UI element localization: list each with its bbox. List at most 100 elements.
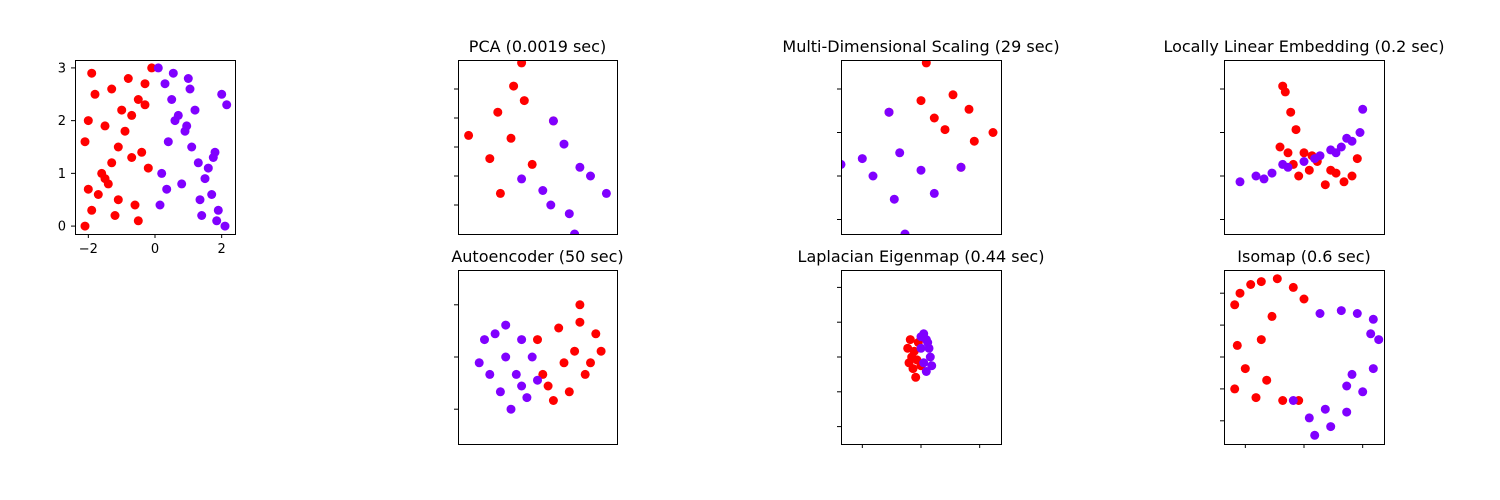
point-purple [207,190,217,199]
point-red [83,184,93,194]
point-red [120,126,130,136]
point-red [140,100,150,110]
point-purple [501,352,511,362]
point-red [485,154,495,164]
point-purple [559,139,569,149]
point-purple [187,142,197,152]
point-red [1304,165,1314,175]
point-red [1262,375,1272,385]
point-red [929,113,939,123]
point-red [133,95,143,104]
point-red [1246,280,1256,289]
point-red [1230,384,1240,394]
point-purple [916,343,926,353]
point-purple [495,387,505,397]
point-purple [1278,159,1288,169]
point-purple [1235,177,1245,187]
point-red [113,195,123,205]
point-red [1291,125,1301,135]
point-red [1288,282,1298,292]
point-purple [490,329,500,339]
point-purple [217,89,227,99]
point-purple [1336,142,1346,152]
point-red [911,372,921,382]
point-red [1267,311,1277,321]
point-purple [1310,430,1320,440]
point-purple [916,165,926,175]
point-red [905,335,915,345]
point-red [140,79,150,89]
point-purple [153,63,163,73]
point-red [559,358,569,368]
axes-frame [75,60,236,235]
point-red [117,105,127,115]
point-purple [190,105,200,115]
point-purple [1347,369,1357,379]
x-tick-label: 0 [151,242,159,257]
point-purple [200,174,210,184]
point-red [548,396,558,405]
point-purple [919,358,929,368]
point-purple [601,188,611,198]
point-red [586,358,595,368]
axes-frame [1224,60,1385,235]
point-red [575,317,585,327]
point-red [1240,364,1250,374]
point-red [575,300,585,310]
point-purple [517,335,527,345]
point-purple [197,211,207,220]
point-red [921,60,931,68]
y-tick-label: 0 [58,220,66,235]
point-red [1331,168,1341,178]
scatter-points [903,329,937,382]
point-red [904,358,914,368]
point-purple [480,335,489,345]
point-red [543,381,553,391]
point-purple [1366,329,1376,339]
point-red [127,110,137,120]
point-purple [1336,306,1346,316]
point-purple [575,162,585,172]
point-purple [162,184,172,194]
scatter-points [80,63,232,231]
point-purple [193,158,203,168]
point-purple [546,200,556,210]
point-red [509,81,519,91]
point-purple [195,195,205,205]
point-red [97,168,107,178]
point-purple [160,79,170,89]
subplot-title: Locally Linear Embedding (0.2 sec) [1163,37,1444,56]
point-purple [1288,396,1298,405]
axes-frame [458,270,618,445]
point-purple [956,162,966,172]
point-purple [889,194,899,204]
point-purple [182,121,192,131]
y-tick-label: 3 [58,61,66,76]
point-red [1256,335,1266,345]
point-red [464,130,474,140]
point-purple [522,393,532,403]
point-purple [220,221,230,231]
point-purple [1342,407,1352,417]
point-purple [474,358,484,368]
point-purple [208,153,218,162]
point-red [127,153,137,162]
point-purple [177,179,187,189]
point-purple [167,95,177,104]
point-purple [884,107,894,117]
point-purple [157,168,167,178]
point-red [1275,142,1285,152]
point-purple [900,229,910,234]
point-red [506,133,516,143]
point-purple [1368,364,1378,374]
axes-frame [841,270,1002,445]
point-red [1278,396,1288,405]
point-purple [548,116,558,126]
point-red [1251,393,1261,403]
point-purple [203,163,213,173]
point-purple [168,68,178,78]
subplot-title: Autoencoder (50 sec) [451,247,623,266]
point-red [130,200,140,210]
point-purple [1299,157,1309,166]
point-purple [586,171,595,181]
